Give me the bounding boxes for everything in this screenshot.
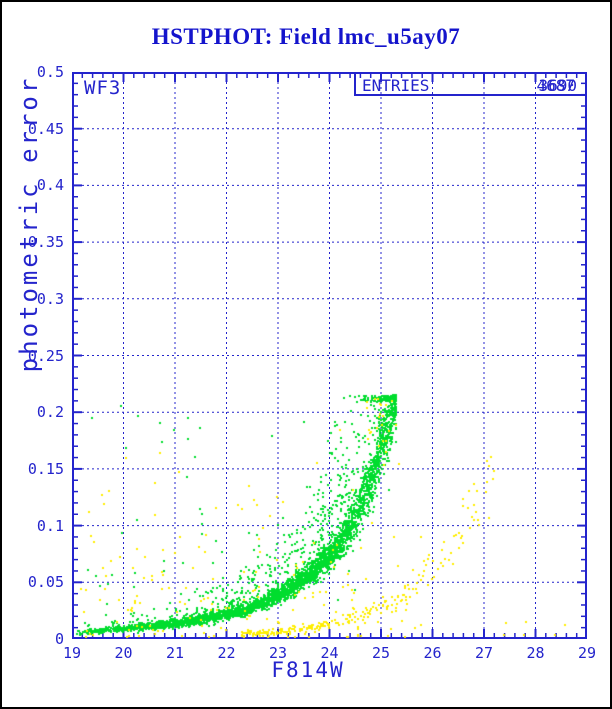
x-tick-label: 19 [62, 644, 82, 662]
y-tick-label: 0.25 [27, 346, 64, 365]
x-tick-label: 21 [165, 644, 185, 662]
x-axis-label: F814W [271, 658, 345, 682]
page-title: HSTPHOT: Field lmc_u5ay07 [151, 24, 461, 49]
x-tick-label: 26 [423, 644, 442, 662]
scatter-points [72, 72, 587, 639]
y-tick-label: 0.05 [27, 573, 64, 592]
y-tick-label: 0.1 [36, 516, 64, 535]
x-tick-label: 20 [114, 644, 133, 662]
entries-value-1: 3690 [538, 76, 577, 95]
y-tick-label: 0.15 [27, 459, 64, 478]
x-tick-label: 25 [371, 644, 391, 662]
x-tick-label: 28 [526, 644, 545, 662]
x-tick-label: 23 [268, 644, 288, 662]
entries-stats-box: ENTRIES 3690 4687 [354, 72, 587, 96]
y-tick-label: 0.5 [36, 63, 64, 81]
entries-value-2: 4687 [536, 76, 575, 95]
x-tick-label: 22 [217, 644, 236, 662]
x-tick-label: 27 [474, 644, 494, 662]
x-tick-label: 29 [577, 644, 597, 662]
y-tick-label: 0 [54, 630, 64, 648]
entries-label: ENTRIES [362, 76, 430, 95]
y-tick-label: 0.3 [36, 289, 64, 308]
x-tick-label: 24 [320, 644, 339, 662]
chip-label: WF3 [84, 77, 122, 99]
plot-area: WF3 ENTRIES 3690 4687 [72, 72, 587, 639]
y-tick-label: 0.2 [36, 403, 64, 422]
y-tick-label: 0.45 [27, 119, 64, 138]
y-tick-label: 0.4 [36, 176, 64, 195]
y-tick-label: 0.35 [27, 233, 64, 252]
